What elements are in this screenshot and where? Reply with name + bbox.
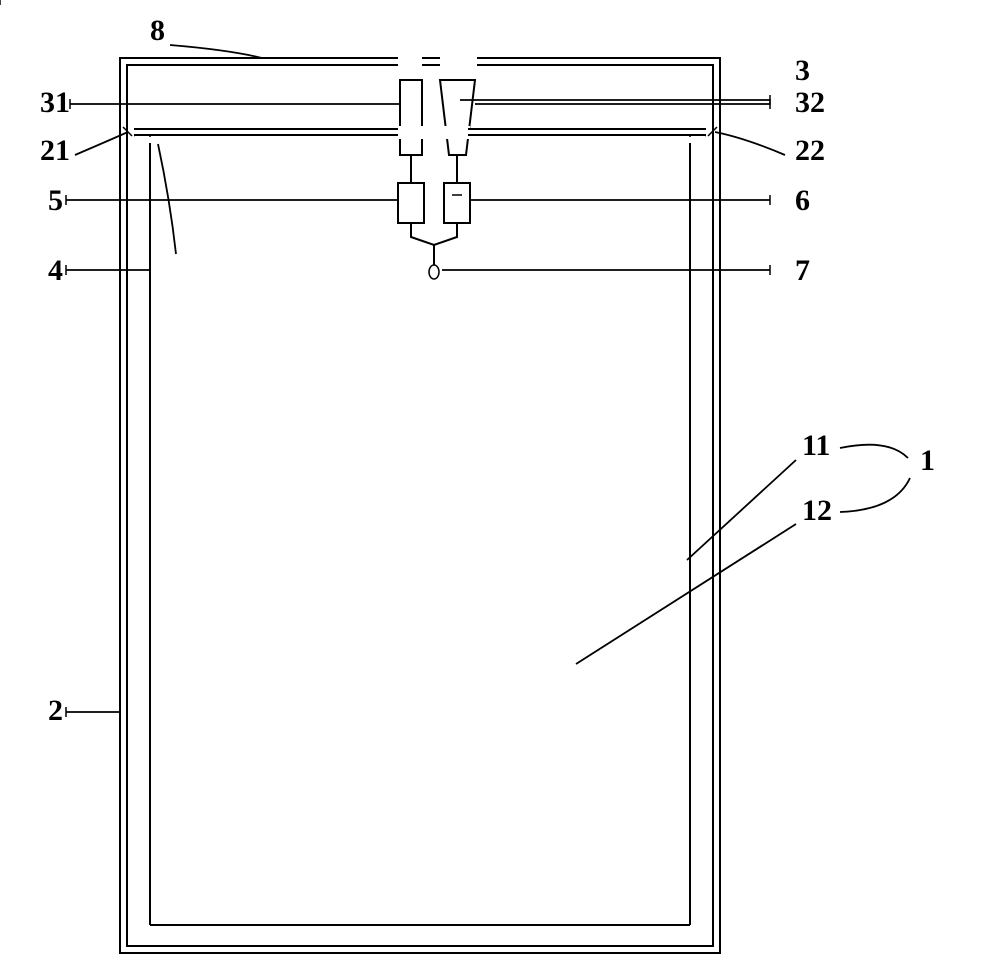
svg-text:5: 5 <box>48 184 63 217</box>
svg-text:4: 4 <box>48 254 63 287</box>
svg-text:32: 32 <box>795 86 825 119</box>
svg-text:22: 22 <box>795 134 825 167</box>
svg-text:2: 2 <box>48 694 63 727</box>
svg-text:12: 12 <box>802 494 832 527</box>
svg-text:8: 8 <box>150 14 165 47</box>
svg-text:3: 3 <box>795 54 810 87</box>
svg-text:7: 7 <box>795 254 810 287</box>
svg-text:11: 11 <box>802 429 830 462</box>
svg-text:31: 31 <box>40 86 70 119</box>
svg-text:6: 6 <box>795 184 810 217</box>
svg-text:1: 1 <box>920 444 935 477</box>
svg-text:21: 21 <box>40 134 70 167</box>
